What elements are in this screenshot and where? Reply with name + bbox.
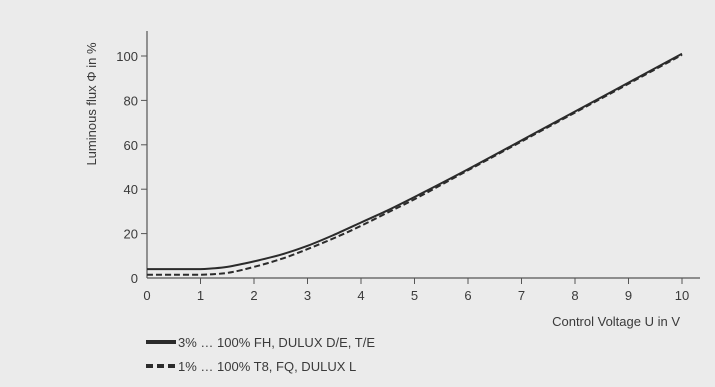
legend-label-series-1: 3% … 100% FH, DULUX D/E, T/E (178, 335, 375, 350)
series-line-1 (147, 52, 683, 271)
legend-label-series-2: 1% … 100% T8, FQ, DULUX L (178, 359, 356, 374)
x-axis-label: Control Voltage U in V (552, 314, 680, 329)
x-tick-label: 9 (625, 288, 632, 303)
y-tick-label: 0 (131, 271, 138, 286)
series-layer (147, 52, 683, 276)
y-tick-label: 100 (116, 49, 138, 64)
y-tick-label: 80 (124, 93, 138, 108)
y-tick-label: 20 (124, 227, 138, 242)
x-tick-label: 2 (250, 288, 257, 303)
x-tick-label: 1 (197, 288, 204, 303)
chart-axes (146, 31, 700, 279)
y-tick-label: 60 (124, 138, 138, 153)
x-tick-label: 3 (304, 288, 311, 303)
x-tick-label: 5 (411, 288, 418, 303)
x-tick-label: 6 (464, 288, 471, 303)
y-axis-ticks: 0 20 40 60 80 100 (116, 49, 147, 286)
x-tick-label: 10 (675, 288, 689, 303)
x-tick-label: 4 (357, 288, 364, 303)
y-axis-label: Luminous flux Φ in % (84, 42, 99, 166)
legend: 3% … 100% FH, DULUX D/E, T/E 1% … 100% T… (146, 335, 375, 374)
x-tick-label: 7 (518, 288, 525, 303)
y-tick-label: 40 (124, 182, 138, 197)
x-axis-ticks: 0 1 2 3 4 5 6 7 8 9 10 (143, 278, 689, 303)
series-line-2 (147, 54, 683, 276)
x-tick-label: 8 (571, 288, 578, 303)
x-tick-label: 0 (143, 288, 150, 303)
